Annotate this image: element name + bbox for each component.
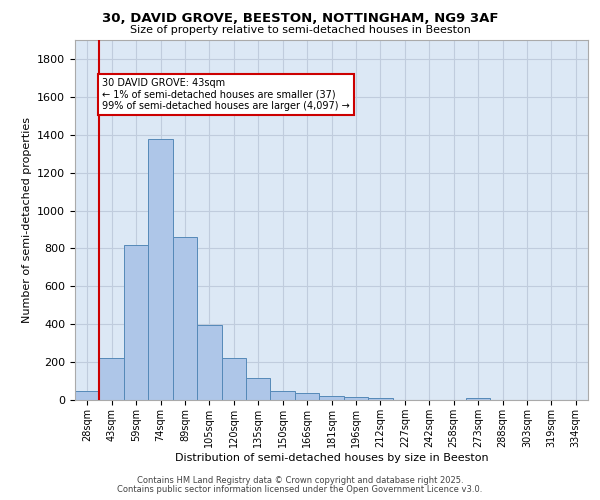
Bar: [148, 138, 173, 400]
Bar: [246, 378, 271, 400]
X-axis label: Distribution of semi-detached houses by size in Beeston: Distribution of semi-detached houses by …: [175, 452, 488, 462]
Text: 30, DAVID GROVE, BEESTON, NOTTINGHAM, NG9 3AF: 30, DAVID GROVE, BEESTON, NOTTINGHAM, NG…: [102, 12, 498, 26]
Text: Size of property relative to semi-detached houses in Beeston: Size of property relative to semi-detach…: [130, 25, 470, 35]
Bar: [295, 394, 319, 400]
Y-axis label: Number of semi-detached properties: Number of semi-detached properties: [22, 117, 32, 323]
Text: Contains public sector information licensed under the Open Government Licence v3: Contains public sector information licen…: [118, 485, 482, 494]
Text: Contains HM Land Registry data © Crown copyright and database right 2025.: Contains HM Land Registry data © Crown c…: [137, 476, 463, 485]
Bar: [124, 244, 148, 400]
Bar: [466, 398, 490, 400]
Bar: [344, 397, 368, 400]
Bar: [197, 325, 221, 400]
Bar: [271, 390, 295, 400]
Bar: [319, 396, 344, 400]
Bar: [100, 358, 124, 400]
Bar: [75, 390, 100, 400]
Bar: [221, 358, 246, 400]
Bar: [173, 237, 197, 400]
Text: 30 DAVID GROVE: 43sqm
← 1% of semi-detached houses are smaller (37)
99% of semi-: 30 DAVID GROVE: 43sqm ← 1% of semi-detac…: [103, 78, 350, 111]
Bar: [368, 398, 392, 400]
